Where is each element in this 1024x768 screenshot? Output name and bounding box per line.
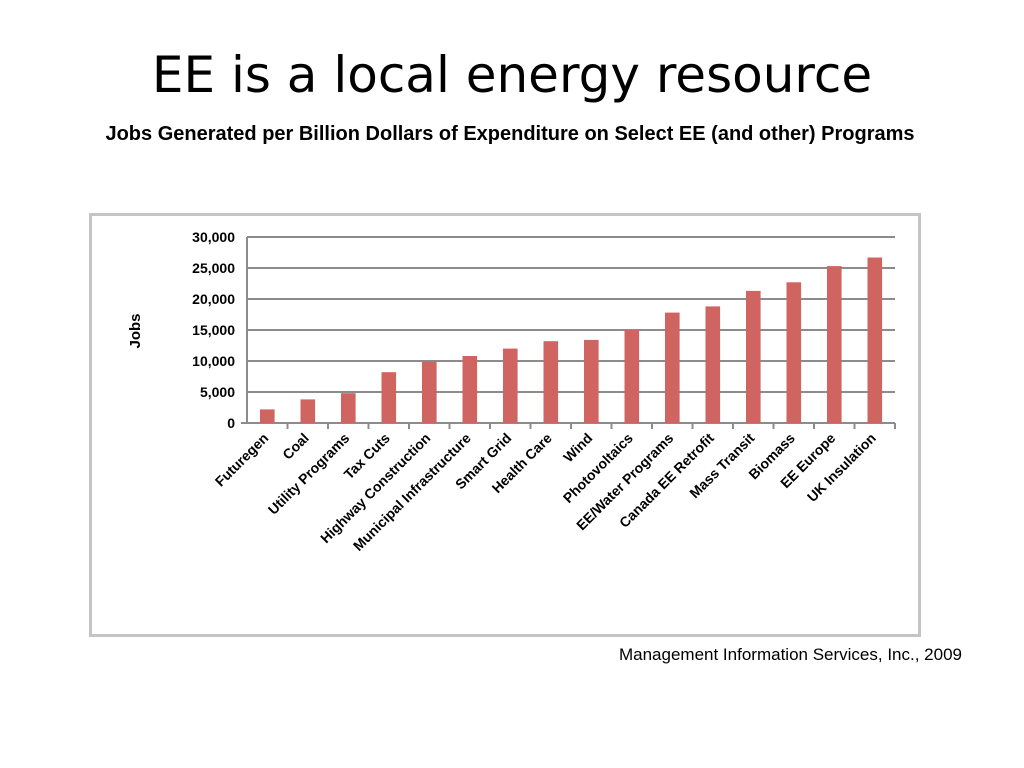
y-tick-label: 15,000 — [192, 322, 235, 338]
y-axis-label: Jobs — [127, 313, 144, 348]
y-tick-label: 30,000 — [192, 229, 235, 245]
y-tick-label: 0 — [227, 415, 235, 431]
y-tick-label: 25,000 — [192, 260, 235, 276]
x-tick-label: Wind — [560, 430, 595, 465]
x-tick-label: Futuregen — [212, 430, 272, 490]
bar — [260, 409, 275, 423]
bar — [462, 356, 478, 423]
bar — [705, 306, 721, 423]
bar — [665, 312, 680, 423]
bar — [422, 361, 437, 423]
bar — [746, 290, 761, 423]
bars — [260, 257, 883, 423]
bar — [584, 339, 599, 423]
bar — [300, 399, 316, 423]
bar — [624, 330, 640, 423]
y-tick-label: 5,000 — [200, 384, 235, 400]
chart-frame — [89, 213, 921, 637]
bar — [381, 372, 397, 423]
y-tick-label: 10,000 — [192, 353, 235, 369]
bar — [786, 282, 802, 423]
chart-title: Jobs Generated per Billion Dollars of Ex… — [105, 123, 915, 145]
bar — [827, 266, 842, 423]
y-tick-label: 20,000 — [192, 291, 235, 307]
y-tick-labels: 0 5,000 10,000 15,000 20,000 25,000 30,000 — [192, 229, 235, 431]
x-tick-label: Coal — [279, 430, 312, 463]
bar — [503, 348, 518, 423]
bar-chart: 0 5,000 10,000 15,000 20,000 25,000 30,000 Fut… — [127, 229, 896, 554]
bar — [341, 393, 356, 423]
source-citation: Management Information Services, Inc., 2… — [618, 645, 962, 664]
bar — [867, 257, 883, 423]
x-tick-label: Photovoltaics — [560, 430, 636, 506]
bar — [543, 341, 559, 423]
slide-title: EE is a local energy resource — [151, 46, 873, 104]
